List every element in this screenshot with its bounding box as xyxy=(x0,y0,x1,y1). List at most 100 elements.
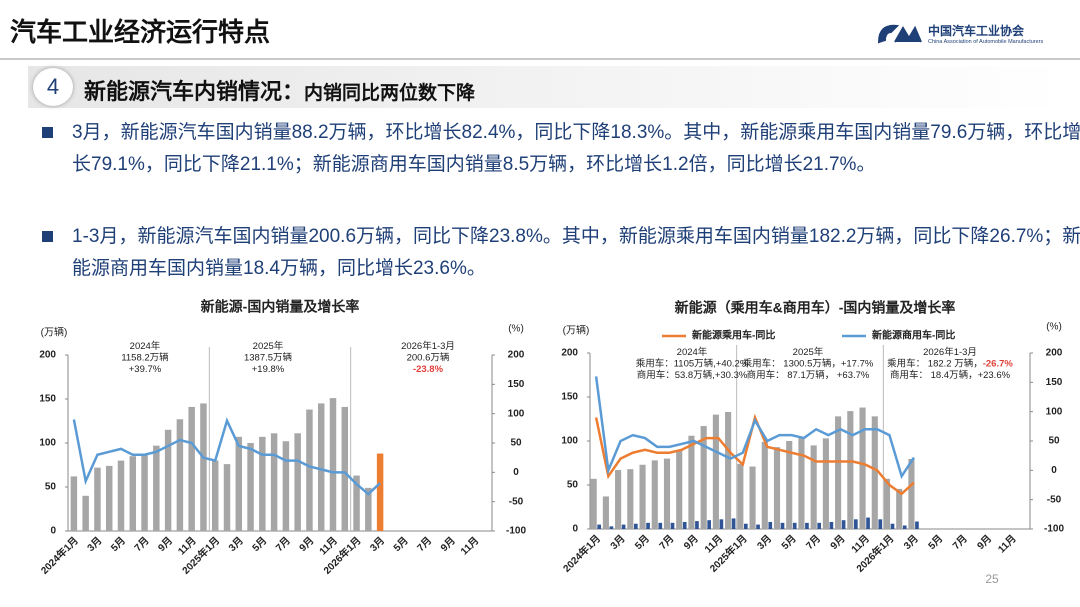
bar xyxy=(773,447,781,529)
x-tick-label: 3月 xyxy=(85,535,104,554)
bar xyxy=(590,478,597,529)
bar xyxy=(70,476,78,531)
x-tick-label: 3月 xyxy=(608,533,627,552)
bar xyxy=(270,433,278,531)
y2-tick-label: 0 xyxy=(1051,465,1057,476)
bar xyxy=(141,454,148,531)
y2-tick-label: 100 xyxy=(508,408,525,419)
bar xyxy=(609,526,614,529)
annotation: 乘用车：1105万辆,+40.2% xyxy=(636,357,749,369)
bar xyxy=(719,519,724,529)
section-subtitle: 内销同比两位数下降 xyxy=(304,83,476,104)
annotation: 商用车：53.8万辆,+30.3% xyxy=(637,369,748,381)
bar xyxy=(602,496,609,529)
annotation: 2025年 xyxy=(793,346,824,358)
section-title: 新能源汽车内销情况：内销同比两位数下降 xyxy=(84,74,475,106)
bar xyxy=(621,524,626,529)
bar xyxy=(847,411,854,529)
annotation-text: -23.8% xyxy=(413,364,444,375)
annotation: 1387.5万辆 xyxy=(244,351,293,363)
annotation: 乘用车： 182.2 万辆，-26.7% xyxy=(887,357,1013,369)
bar xyxy=(761,441,768,529)
y2-tick-label: -50 xyxy=(509,496,524,507)
bullet: 3月，新能源汽车国内销量88.2万辆，环比增长82.4%，同比下降18.3%。其… xyxy=(42,117,1080,181)
y2-tick-label: -100 xyxy=(506,526,526,537)
bar xyxy=(835,416,842,529)
x-tick-label: 9月 xyxy=(438,535,457,554)
bar xyxy=(798,437,805,529)
bar xyxy=(164,429,172,531)
y-tick-label: 150 xyxy=(39,394,56,405)
annotation: +39.7% xyxy=(129,364,162,375)
x-tick-label: 3月 xyxy=(755,533,774,552)
annotation: 商用车： 87.1万辆， +63.7% xyxy=(747,369,870,381)
bar xyxy=(756,524,760,529)
bar xyxy=(646,522,650,529)
page-number: 25 xyxy=(985,572,999,586)
bar xyxy=(670,522,675,529)
annotation: 2024年 xyxy=(677,346,708,358)
bar xyxy=(810,445,817,529)
y2-tick-label: 200 xyxy=(508,350,525,361)
bar xyxy=(376,453,384,531)
annotation-text: 乘用车：1105万辆,+40.2% xyxy=(636,357,749,369)
x-tick-label: 7月 xyxy=(657,533,676,552)
annotation: -23.8% xyxy=(413,364,444,375)
bar xyxy=(749,466,756,529)
bar xyxy=(688,435,695,529)
section-number: 4 xyxy=(33,68,73,106)
bar xyxy=(780,522,785,529)
bar xyxy=(341,406,349,531)
annotation-text: 2025年 xyxy=(793,346,824,358)
bar xyxy=(792,522,797,529)
bar xyxy=(682,521,687,529)
bar xyxy=(82,495,89,531)
x-tick-label: 7月 xyxy=(950,533,969,552)
annotation: +19.8% xyxy=(252,364,285,375)
bar xyxy=(859,407,866,529)
y-tick-label: 50 xyxy=(567,480,579,491)
y2-tick-label: -50 xyxy=(1047,494,1062,505)
x-tick-label: 9月 xyxy=(828,533,847,552)
x-tick-label: 7月 xyxy=(273,535,292,554)
bar xyxy=(902,525,907,529)
bar xyxy=(353,475,360,531)
x-tick-label: 7月 xyxy=(415,535,434,554)
bar xyxy=(597,524,601,529)
bar xyxy=(883,478,891,529)
y-axis-label: (万辆) xyxy=(41,326,68,339)
bar xyxy=(829,521,834,529)
y2-tick-label: 0 xyxy=(513,467,519,478)
header-rule xyxy=(0,58,1080,60)
bar xyxy=(153,445,160,531)
y-tick-label: 0 xyxy=(572,524,578,535)
x-tick-label: 11月 xyxy=(458,535,481,558)
logo-mark xyxy=(877,24,922,44)
bar xyxy=(890,523,895,529)
annotation-text: 2026年1-3月 xyxy=(401,340,455,352)
annotation: 1158.2万辆 xyxy=(121,351,169,363)
bar xyxy=(188,406,195,531)
bar xyxy=(211,460,219,531)
x-tick-label: 3月 xyxy=(901,533,920,552)
annotation-text: 2024年 xyxy=(130,340,161,352)
y-tick-label: 100 xyxy=(561,436,578,447)
y2-tick-label: 100 xyxy=(1046,406,1063,417)
x-tick-label: 5月 xyxy=(250,535,269,554)
y-tick-label: 150 xyxy=(561,392,578,403)
bar xyxy=(176,419,184,531)
bar xyxy=(317,403,325,531)
bar xyxy=(908,458,915,529)
bar xyxy=(817,522,821,529)
bar xyxy=(866,517,870,529)
bar xyxy=(282,441,290,531)
x-tick-label: 7月 xyxy=(804,533,823,552)
bar xyxy=(731,518,736,529)
bar xyxy=(658,522,663,529)
bullet: 1-3月，新能源汽车国内销量200.6万辆，同比下降23.8%。其中，新能源乘用… xyxy=(42,221,1080,285)
section-heading: 新能源汽车内销情况： xyxy=(84,79,305,104)
x-tick-label: 5月 xyxy=(108,535,127,554)
x-tick-label: 11月 xyxy=(996,533,1019,556)
annotation: 乘用车： 1300.5万辆，+17.7% xyxy=(743,357,874,369)
bar xyxy=(634,523,638,529)
